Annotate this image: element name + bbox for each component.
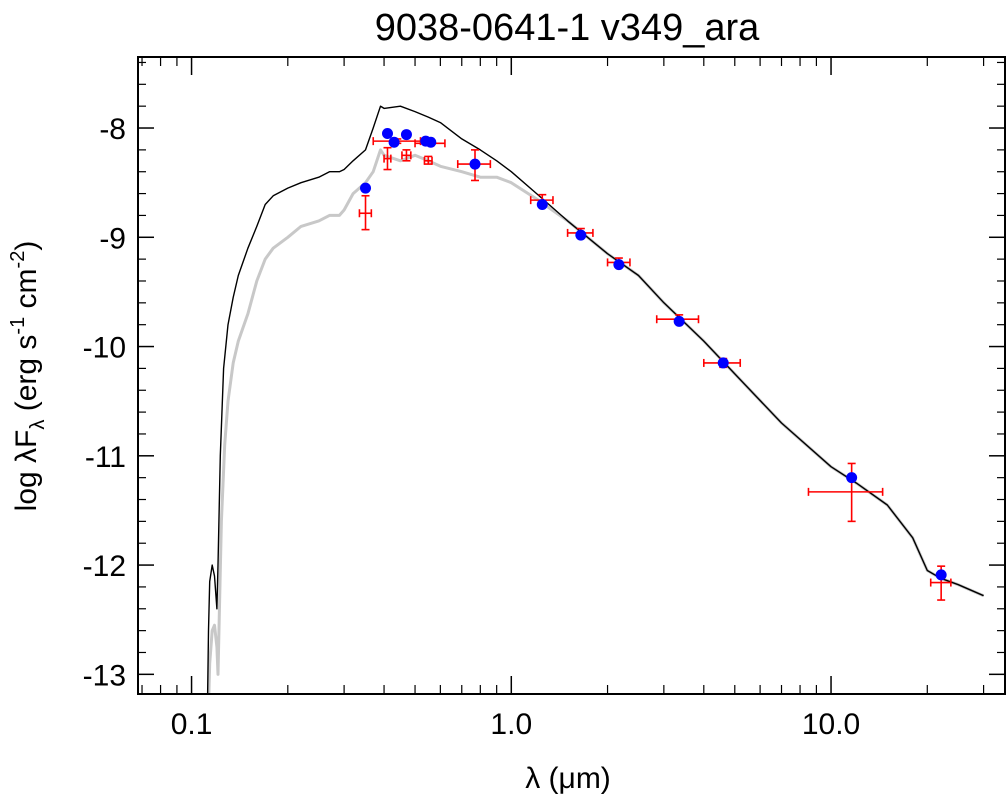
observed-point: [807, 462, 884, 523]
y-tick-label: -8: [99, 113, 126, 146]
model-point: [673, 315, 685, 327]
reddened-model-line: [206, 105, 984, 694]
observed-point: [401, 149, 412, 162]
ticks-layer: -8 -9 -10 -11 -12 -13 0.1 1.0 10.0: [83, 57, 1005, 741]
model-point: [536, 199, 548, 211]
model-point: [717, 357, 729, 369]
x-tick-label: 1.0: [490, 708, 532, 741]
y-tick-label: -13: [83, 659, 126, 692]
y-axis-label-prefix: log λF: [10, 430, 43, 512]
observed-point: [358, 194, 373, 231]
observed-point: [383, 146, 392, 171]
x-tick-label: 10.0: [802, 708, 860, 741]
model-point: [846, 472, 858, 484]
model-point: [575, 229, 587, 241]
unreddened-model-line: [207, 148, 985, 694]
y-axis-label-middle: (erg s: [10, 335, 43, 420]
x-tick-label: 0.1: [171, 708, 213, 741]
y-axis-label-suffix: ): [10, 241, 43, 251]
model-point: [360, 182, 372, 194]
y-axis-label: log λFλ (erg s-1 cm-2): [7, 241, 49, 512]
model-point: [381, 127, 393, 139]
chart-title: 9038-0641-1 v349_ara: [375, 7, 760, 49]
model-point: [469, 158, 481, 170]
y-axis-label-sup1: -1: [7, 317, 29, 335]
model-point: [613, 259, 625, 271]
model-point: [400, 129, 412, 141]
series-layer: [206, 105, 985, 694]
y-tick-label: -10: [83, 332, 126, 365]
y-tick-label: -9: [99, 222, 126, 255]
model-point: [425, 136, 437, 148]
model-point: [935, 569, 947, 581]
y-axis-label-sub: λ: [27, 420, 49, 430]
plot-frame: [137, 56, 1006, 695]
x-axis-label: λ (μm): [525, 762, 611, 795]
model-point: [388, 136, 400, 148]
y-axis-label-sup2: -2: [7, 251, 29, 269]
y-axis-label-middle2: cm: [10, 268, 43, 316]
y-tick-label: -12: [83, 550, 126, 583]
y-tick-label: -11: [85, 441, 126, 474]
observed-point: [423, 155, 433, 165]
